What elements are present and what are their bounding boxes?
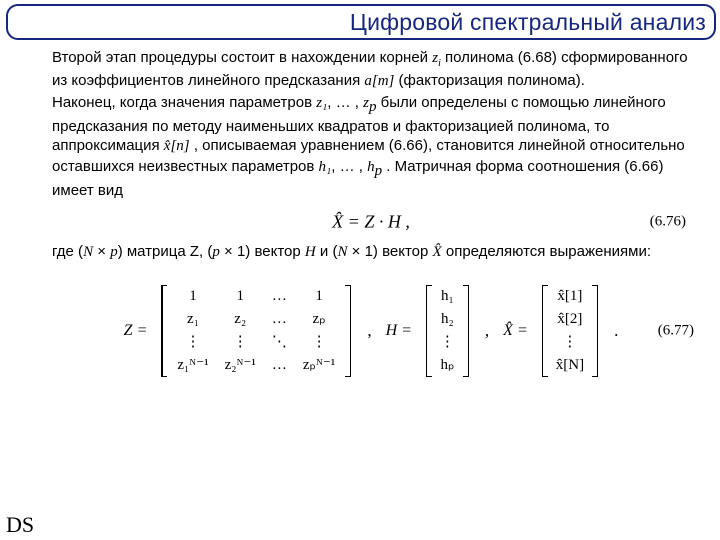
matrix-cell: … [264,285,295,308]
text: где ( [52,243,83,260]
inline-hp-sub: p [375,163,383,179]
matrix-cell: ⋮ [550,331,590,354]
matrix-cell: h₂ [434,308,461,331]
equation-677: Z = 11…1z₁z₂…zₚ⋮⋮⋱⋮z₁ᴺ⁻¹z₂ᴺ⁻¹…zₚᴺ⁻¹ , H … [52,276,690,386]
text: Второй этап процедуры состоит в нахожден… [52,49,432,66]
matrix-cell: z₁ [169,308,216,331]
period: . [612,320,618,342]
title-frame: Цифровой спектральный анализ [6,4,716,40]
matrix-cell: 1 [217,285,264,308]
matrix-cell: z₂ᴺ⁻¹ [217,354,264,377]
var: X̂ [433,244,442,260]
paragraph-2: Наконец, когда значения параметров z₁, …… [52,93,690,200]
text: определяются выражениями: [442,243,651,260]
matrix-cell: … [264,354,295,377]
equation-676: X̂ = Z · H , (6.76) [52,206,690,238]
text: ) матрица Z, ( [118,243,213,260]
var: N [337,244,347,260]
x-label: X̂ = [503,321,528,341]
inline-xhat: x̂[n] [164,138,190,154]
comma: , [483,320,489,342]
var-am: a[m] [364,73,394,89]
var: p [212,244,220,260]
matrix-cell: ⋮ [434,331,461,354]
matrix-cell: ⋮ [169,331,216,354]
var: H [305,244,316,260]
matrix-cell: hₚ [434,354,461,377]
inline-hp: h [367,159,375,175]
matrix-cell: zₚ [295,308,343,331]
z-matrix: 11…1z₁z₂…zₚ⋮⋮⋱⋮z₁ᴺ⁻¹z₂ᴺ⁻¹…zₚᴺ⁻¹ [161,285,351,378]
footer-ds: DS [6,512,34,538]
paragraph-1: Второй этап процедуры состоит в нахожден… [52,48,690,91]
text: × 1) вектор [347,243,432,260]
text: Наконец, когда значения параметров [52,94,316,111]
page-title: Цифровой спектральный анализ [350,9,706,36]
inline-z1: z₁ [316,95,327,111]
eq-number: (6.77) [658,322,694,341]
text: × [93,243,110,260]
matrix-cell: x̂[2] [550,308,590,331]
matrix-cell: z₁ᴺ⁻¹ [169,354,216,377]
sep: , … , [331,158,363,175]
paragraph-3: где (N × p) матрица Z, (p × 1) вектор H … [52,242,690,262]
matrix-cell: … [264,308,295,331]
eq-body: X̂ = Z · H , [332,210,410,233]
matrix-cell: zₚᴺ⁻¹ [295,354,343,377]
matrix-cell: 1 [169,285,216,308]
matrix-cell: x̂[N] [550,354,590,377]
sep: , … , [327,94,359,111]
z-label: Z = [124,321,148,341]
matrix-cell: ⋮ [295,331,343,354]
matrix-cell: ⋮ [217,331,264,354]
matrix-cell: h₁ [434,285,461,308]
text: (факторизация полинома). [394,72,585,89]
matrix-cell: ⋱ [264,331,295,354]
inline-zp-sub: p [369,99,377,115]
var: p [110,244,118,260]
text: и ( [316,243,338,260]
comma: , [365,320,371,342]
text: × 1) вектор [220,243,305,260]
matrix-cell: x̂[1] [550,285,590,308]
inline-h1: h₁ [319,159,332,175]
matrix-cell: z₂ [217,308,264,331]
eq-number: (6.76) [650,212,686,231]
h-vector: h₁h₂⋮hₚ [426,285,469,378]
content-area: Второй этап процедуры состоит в нахожден… [52,48,690,386]
matrix-cell: 1 [295,285,343,308]
var: N [83,244,93,260]
x-vector: x̂[1]x̂[2]⋮x̂[N] [542,285,598,378]
h-label: H = [386,321,412,341]
